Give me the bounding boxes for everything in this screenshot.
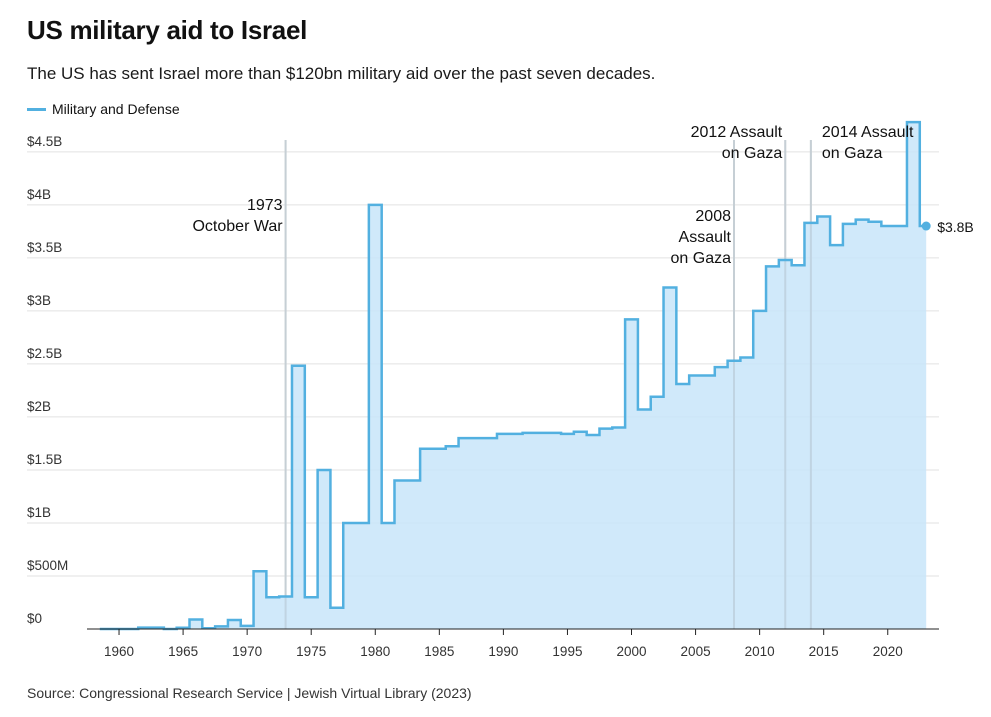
end-point-dot <box>921 221 931 231</box>
series-area-fill <box>99 122 927 630</box>
event-annotation: 2014 Assault on Gaza <box>822 124 914 162</box>
y-tick-label: $3.5B <box>27 240 62 255</box>
event-annotation: 1973 October War <box>192 197 283 235</box>
x-tick-label: 1965 <box>168 644 198 659</box>
x-tick-label: 1970 <box>232 644 262 659</box>
y-tick-label: $500M <box>27 558 68 573</box>
legend: Military and Defense <box>27 101 180 117</box>
legend-line-swatch <box>27 107 46 111</box>
x-tick-label: 1980 <box>360 644 390 659</box>
x-tick-label: 2015 <box>809 644 839 659</box>
event-annotation: 2012 Assault on Gaza <box>691 124 783 162</box>
legend-label: Military and Defense <box>52 101 180 117</box>
y-tick-label: $1.5B <box>27 452 62 467</box>
end-value-label: $3.8B <box>937 219 974 235</box>
y-tick-label: $4.5B <box>27 134 62 149</box>
y-tick-label: $0 <box>27 611 42 626</box>
event-annotation: 2008 Assault on Gaza <box>671 208 732 267</box>
x-tick-label: 1995 <box>552 644 582 659</box>
series-line <box>99 120 927 631</box>
x-tick-label: 2000 <box>616 644 646 659</box>
x-tick-label: 2020 <box>873 644 903 659</box>
chart-title: US military aid to Israel <box>27 15 308 45</box>
y-tick-label: $4B <box>27 187 51 202</box>
x-tick-label: 1960 <box>104 644 134 659</box>
y-tick-label: $3B <box>27 293 51 308</box>
y-tick-label: $1B <box>27 505 51 520</box>
x-tick-label: 1975 <box>296 644 326 659</box>
x-tick-label: 1985 <box>424 644 454 659</box>
x-tick-label: 2010 <box>745 644 775 659</box>
x-tick-label: 1990 <box>488 644 518 659</box>
x-tick-label: 2005 <box>681 644 711 659</box>
chart-subtitle: The US has sent Israel more than $120bn … <box>27 64 656 83</box>
y-tick-label: $2B <box>27 399 51 414</box>
source-note: Source: Congressional Research Service |… <box>27 685 472 701</box>
y-tick-label: $2.5B <box>27 346 62 361</box>
